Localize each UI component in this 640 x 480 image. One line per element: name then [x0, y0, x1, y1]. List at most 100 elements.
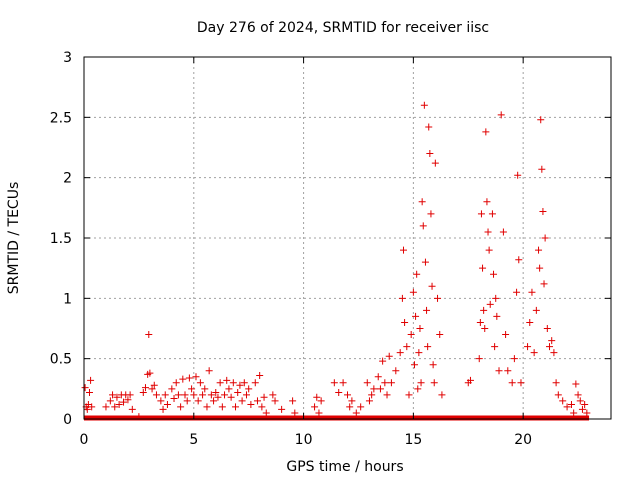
- data-point: [546, 343, 554, 351]
- data-point: [313, 393, 321, 401]
- data-point: [113, 393, 121, 401]
- data-point: [488, 210, 496, 218]
- y-axis-ticks: 0 0.5 1 1.5 2 2.5 3: [50, 50, 611, 428]
- data-point: [172, 379, 180, 387]
- data-point: [177, 403, 185, 411]
- data-point: [194, 397, 202, 405]
- data-point: [504, 367, 512, 375]
- data-point: [146, 369, 154, 377]
- data-point: [387, 379, 395, 387]
- data-point: [271, 397, 279, 405]
- data-point: [247, 401, 255, 409]
- data-point: [486, 300, 494, 308]
- data-point: [536, 264, 544, 272]
- data-point: [311, 403, 319, 411]
- data-point: [126, 391, 134, 399]
- data-point: [392, 367, 400, 375]
- y-tick-label: 0.5: [50, 352, 72, 368]
- data-point: [497, 111, 505, 119]
- data-point: [483, 198, 491, 206]
- data-point: [192, 373, 200, 381]
- data-point: [399, 246, 407, 254]
- data-point: [537, 116, 545, 124]
- data-point: [543, 325, 551, 332]
- data-point: [398, 294, 406, 302]
- data-point: [429, 361, 437, 369]
- chart-title: Day 276 of 2024, SRMTID for receiver iis…: [197, 20, 489, 36]
- data-point: [238, 397, 246, 405]
- data-point: [85, 388, 93, 396]
- data-point: [407, 331, 415, 339]
- data-point: [514, 171, 522, 179]
- data-point: [245, 385, 253, 393]
- data-point: [476, 318, 484, 326]
- data-point: [174, 391, 182, 399]
- data-point: [528, 288, 536, 296]
- data-point: [540, 280, 548, 288]
- data-point: [436, 331, 444, 339]
- data-point: [572, 380, 580, 388]
- data-point: [203, 403, 211, 411]
- data-point: [251, 379, 259, 387]
- data-point: [335, 388, 343, 396]
- data-point: [379, 357, 387, 365]
- data-point: [517, 379, 525, 387]
- data-point: [502, 331, 510, 339]
- data-point: [578, 405, 586, 413]
- data-point: [152, 391, 160, 399]
- data-point: [330, 379, 338, 387]
- x-tick-label: 10: [295, 432, 313, 448]
- data-point: [278, 405, 286, 413]
- data-point: [207, 391, 215, 399]
- data-point: [385, 352, 393, 360]
- data-point: [315, 409, 323, 417]
- data-point: [212, 388, 220, 396]
- data-point: [363, 379, 371, 387]
- data-point: [423, 306, 431, 314]
- data-point: [415, 349, 423, 357]
- data-point: [262, 409, 270, 417]
- data-point: [538, 165, 546, 173]
- y-tick-label: 2: [63, 171, 72, 187]
- data-point: [346, 403, 354, 411]
- x-axis-ticks: 0 5 10 15 20: [80, 57, 532, 448]
- data-point: [365, 397, 373, 405]
- data-point: [357, 403, 365, 411]
- data-point: [339, 379, 347, 387]
- data-point: [183, 397, 191, 405]
- data-point: [548, 337, 556, 345]
- data-point: [416, 325, 424, 332]
- data-point: [413, 270, 421, 278]
- data-point: [426, 150, 434, 158]
- data-point: [181, 391, 189, 399]
- data-point: [479, 264, 487, 272]
- data-point: [115, 401, 123, 409]
- data-point: [253, 397, 261, 405]
- data-point: [574, 391, 582, 399]
- data-point: [214, 393, 222, 401]
- data-point: [185, 374, 193, 382]
- data-point: [229, 379, 237, 387]
- data-point: [428, 282, 436, 290]
- data-point: [485, 246, 493, 254]
- data-point: [424, 343, 432, 351]
- data-point: [196, 379, 204, 387]
- y-tick-label: 0: [63, 412, 72, 428]
- data-point: [475, 355, 483, 363]
- data-point: [431, 159, 439, 167]
- data-point: [427, 210, 435, 218]
- data-point: [420, 101, 428, 109]
- data-point: [139, 388, 147, 396]
- data-point: [157, 397, 165, 405]
- data-point: [111, 403, 119, 411]
- data-point: [414, 385, 422, 393]
- data-point: [438, 391, 446, 399]
- data-point: [87, 376, 95, 384]
- data-points: [81, 101, 591, 421]
- data-point: [484, 228, 492, 236]
- data-point: [148, 385, 156, 393]
- x-tick-label: 5: [189, 432, 198, 448]
- data-point: [510, 355, 518, 363]
- data-point: [81, 384, 89, 392]
- data-point: [434, 294, 442, 302]
